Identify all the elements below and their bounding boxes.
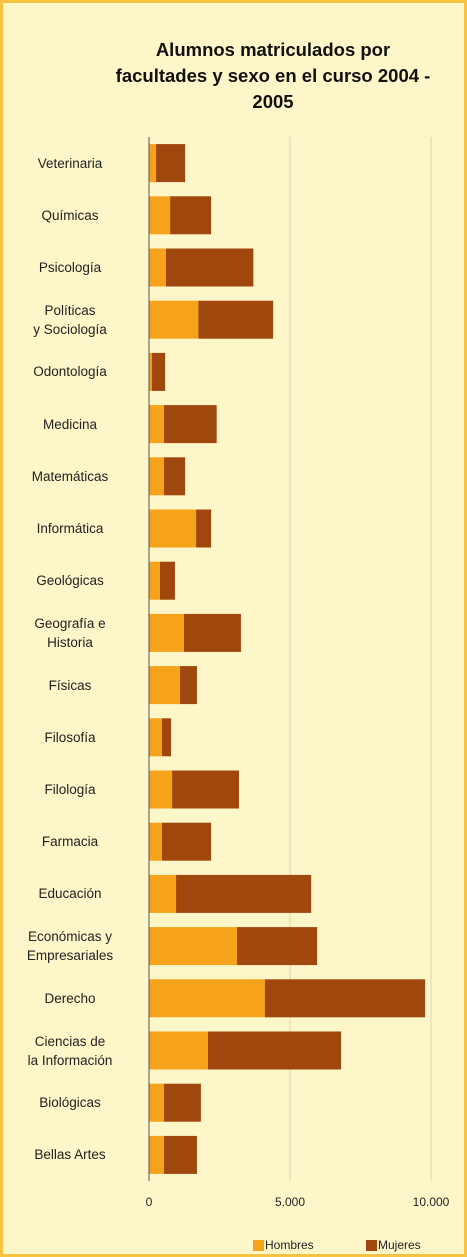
bar [170,196,212,235]
x-tick-label: 0 [146,1195,153,1209]
bar [149,1135,164,1174]
y-tick-label: Químicas [41,207,99,223]
bar [207,1031,342,1070]
chart-title: Alumnos matriculados por facultades y se… [115,39,431,112]
bar [149,1031,208,1070]
bar [172,770,239,809]
x-tick-label: 5.000 [275,1195,305,1209]
y-tick-label: Geológicas [36,573,104,589]
bar [156,144,186,183]
bar [163,1135,197,1174]
bar [149,874,177,913]
bar [149,405,164,444]
bar [151,352,166,391]
bar [149,457,164,496]
y-tick-label: Informática [36,521,104,536]
y-tick-label: Medicina [42,416,98,432]
bar [183,613,241,652]
bar [149,770,173,809]
bar [180,666,197,705]
y-tick-label: Bellas Artes [34,1147,106,1163]
y-tick-label: Educación [38,886,102,902]
y-tick-label: Derecho [44,990,96,1006]
y-tick-label: Matemáticas [31,468,109,484]
legend-swatch [253,1240,264,1251]
y-tick-label: Ciencias de la Información [27,1033,113,1068]
bar [149,300,199,339]
bar [149,561,160,600]
bar [163,457,186,496]
legend-swatch [366,1240,377,1251]
y-tick-label: Filología [44,782,96,797]
bar [149,927,237,966]
bar [165,248,254,287]
y-tick-label: Filosofía [44,729,96,745]
bar [196,509,212,548]
bar [149,613,184,652]
bar [149,718,162,757]
bar [198,300,274,339]
y-tick-label: Veterinaria [37,155,103,171]
plot: 0 5.000 10.000 Hombres Mujeres [146,137,450,1252]
bar [236,927,318,966]
y-tick-label: Farmacia [41,834,99,850]
bar [149,1083,164,1122]
legend-label: Mujeres [378,1238,421,1252]
bar [163,1083,201,1122]
bar [149,822,162,861]
bar [176,874,312,913]
y-tick-label: Geografía e Historia [34,615,106,650]
bar [149,666,181,705]
x-tick-label: 10.000 [413,1195,450,1209]
y-tick-label: Biológicas [39,1095,101,1111]
y-tick-label: Políticas y Sociología [33,302,107,337]
bar [149,509,197,548]
y-tick-label: Físicas [48,677,92,693]
y-tick-label: Psicología [38,260,102,275]
bar [149,196,171,235]
y-tick-label: Odontología [33,364,107,380]
bar [149,979,265,1018]
bar [149,248,166,287]
bar [149,144,157,183]
bar [161,822,212,861]
bar [149,352,152,391]
bar [163,405,217,444]
bar [161,718,171,757]
legend-label: Hombres [265,1238,314,1252]
bar [264,979,426,1018]
y-tick-label: Económicas y Empresariales [26,929,114,964]
bar [159,561,175,600]
